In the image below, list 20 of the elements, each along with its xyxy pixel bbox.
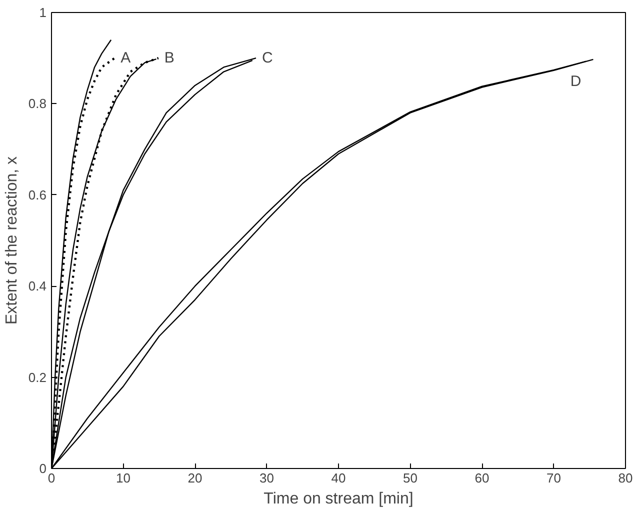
y-axis-title: Extent of the reaction, x — [3, 156, 20, 325]
x-tick-label: 80 — [618, 470, 633, 486]
y-tick-label: 0.4 — [28, 278, 47, 294]
x-tick-label: 40 — [331, 470, 346, 486]
y-tick-label: 0.6 — [28, 187, 47, 202]
x-tick-label: 60 — [474, 470, 490, 486]
y-tick-label: 0 — [39, 461, 47, 476]
annotation: D — [570, 72, 582, 90]
x-tick-label: 30 — [260, 470, 274, 486]
x-tick-label: 50 — [403, 470, 418, 486]
x-axis-title: Time on stream [min] — [264, 490, 414, 508]
y-tick-label: 0.2 — [28, 370, 47, 385]
x-tick-label: 20 — [188, 470, 202, 486]
x-tick-label: 70 — [546, 470, 561, 486]
annotation: A — [120, 50, 131, 67]
y-tick-label: 1 — [39, 5, 47, 20]
annotation: C — [262, 50, 273, 67]
x-tick-label: 10 — [116, 470, 130, 486]
annotation: B — [164, 50, 174, 67]
y-tick-label: 0.8 — [28, 96, 47, 112]
